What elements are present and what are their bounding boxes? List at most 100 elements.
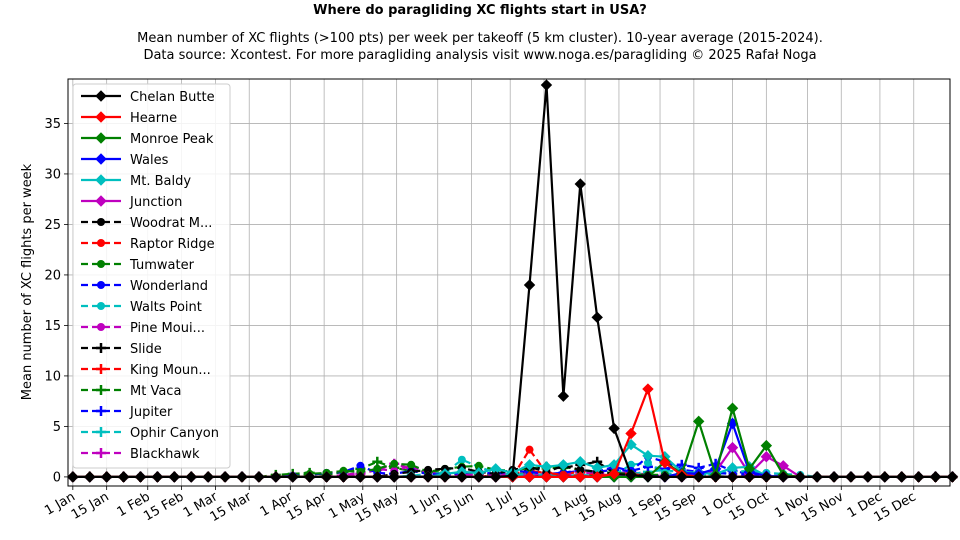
data-point xyxy=(574,471,586,483)
legend-label: Hearne xyxy=(130,111,177,126)
chart-subtitle: Mean number of XC flights (>100 pts) per… xyxy=(0,30,960,64)
data-point xyxy=(625,427,637,440)
legend-item: Mt Vaca xyxy=(81,384,181,399)
legend-label: Ophir Canyon xyxy=(130,426,219,441)
data-point xyxy=(862,471,874,483)
data-point xyxy=(339,466,348,475)
legend-label: Chelan Butte xyxy=(130,90,215,105)
legend-marker xyxy=(96,406,106,416)
legend-marker xyxy=(97,281,105,289)
data-point xyxy=(151,471,164,483)
legend-marker xyxy=(96,427,106,437)
x-tick-label: 15 Apr xyxy=(284,489,329,524)
data-point xyxy=(354,471,367,483)
data-point xyxy=(642,471,654,483)
legend-item: Walts Point xyxy=(81,300,202,315)
x-tick-label: 1 Jul xyxy=(483,489,515,516)
data-point xyxy=(407,460,416,469)
series-chelan-butte xyxy=(67,79,959,483)
data-point xyxy=(270,471,282,483)
legend-label: Jupiter xyxy=(129,405,173,420)
legend-label: Slide xyxy=(130,342,162,357)
legend-marker xyxy=(97,260,105,268)
data-point xyxy=(337,471,350,483)
data-point xyxy=(84,471,96,483)
legend-item: Pine Moui... xyxy=(81,321,205,336)
legend-label: Junction xyxy=(129,195,182,210)
y-tick-label: 30 xyxy=(44,167,61,182)
data-point xyxy=(576,465,585,474)
data-point xyxy=(557,459,570,471)
data-point xyxy=(760,451,773,463)
data-point xyxy=(777,471,789,483)
legend-item: Junction xyxy=(81,195,182,210)
data-point xyxy=(523,471,536,483)
legend-label: King Moun... xyxy=(130,363,211,378)
data-point xyxy=(168,471,181,483)
legend-marker xyxy=(97,239,105,247)
data-point xyxy=(879,471,891,483)
legend-label: Mt Vaca xyxy=(130,384,181,399)
data-point xyxy=(457,455,466,464)
legend-item: Blackhawk xyxy=(81,447,200,462)
data-point xyxy=(726,441,739,454)
chart-title: Where do paragliding XC flights start in… xyxy=(313,3,647,18)
y-tick-label: 10 xyxy=(44,369,61,384)
legend-marker xyxy=(95,195,107,207)
data-point xyxy=(373,464,382,473)
data-point xyxy=(287,471,299,483)
y-axis-label: Mean number of XC flights per week xyxy=(20,163,35,400)
data-point xyxy=(794,471,806,483)
data-point xyxy=(356,461,365,470)
data-point xyxy=(591,311,603,324)
legend-item: Jupiter xyxy=(81,405,173,420)
legend-item: Ophir Canyon xyxy=(81,426,219,441)
data-point xyxy=(946,471,959,483)
data-point xyxy=(371,471,384,483)
data-point xyxy=(390,459,399,468)
data-point xyxy=(692,471,705,483)
y-tick-label: 5 xyxy=(53,420,61,435)
data-point xyxy=(424,465,433,474)
data-point xyxy=(303,471,316,483)
subtitle-line-1: Mean number of XC flights (>100 pts) per… xyxy=(137,31,823,46)
x-tick-label: 15 Oct xyxy=(726,489,771,524)
legend-label: Monroe Peak xyxy=(130,132,214,147)
data-series xyxy=(67,79,959,483)
data-point xyxy=(642,449,654,462)
data-point xyxy=(253,471,265,483)
legend-label: Mt. Baldy xyxy=(130,174,191,189)
data-point xyxy=(811,471,823,483)
data-point xyxy=(608,468,620,480)
x-tick-label: 15 Jan xyxy=(69,489,112,522)
data-point xyxy=(625,469,637,481)
data-point xyxy=(659,471,671,483)
y-tick-label: 15 xyxy=(44,319,61,334)
data-point xyxy=(523,279,536,291)
data-point xyxy=(202,471,214,483)
x-tick-label: 15 Jul xyxy=(510,489,549,520)
data-point xyxy=(643,458,652,467)
data-point xyxy=(219,471,231,483)
data-point xyxy=(929,471,942,483)
legend-item: Slide xyxy=(81,342,162,357)
data-point xyxy=(236,471,248,483)
legend-item: Raptor Ridge xyxy=(81,237,215,252)
data-point xyxy=(726,471,739,483)
data-point xyxy=(574,178,586,190)
data-point xyxy=(828,471,840,483)
data-point xyxy=(490,471,502,483)
data-point xyxy=(506,470,519,482)
legend-item: Wonderland xyxy=(81,279,208,294)
legend-item: King Moun... xyxy=(81,363,211,378)
plot-area-frame xyxy=(67,78,951,487)
y-tick-label: 25 xyxy=(44,218,61,233)
data-point xyxy=(845,471,857,483)
data-point xyxy=(439,471,451,483)
data-point xyxy=(388,471,400,483)
legend-label: Tumwater xyxy=(129,258,195,273)
y-tick-label: 20 xyxy=(44,268,61,283)
data-point xyxy=(474,461,483,470)
data-point xyxy=(134,471,147,483)
